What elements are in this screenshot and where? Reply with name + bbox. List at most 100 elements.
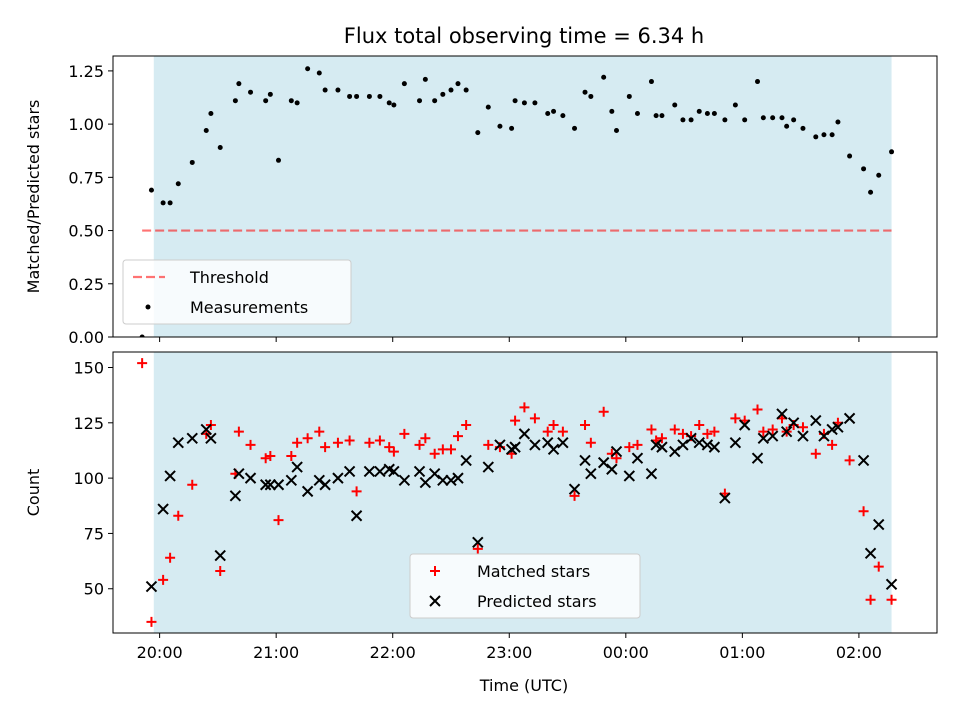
measurement-point: [422, 76, 428, 82]
matched-star-point: [569, 490, 580, 501]
matched-star-point: [452, 431, 463, 442]
predicted-star-point: [214, 549, 226, 562]
measurement-point: [148, 187, 154, 193]
measurement-point: [463, 87, 469, 93]
legend-box: [409, 553, 641, 619]
measurement-point: [572, 125, 578, 131]
axes-frame: [112, 55, 938, 338]
matched-star-point: [364, 437, 375, 448]
matched-star-point: [483, 439, 494, 450]
matched-star-point: [429, 448, 440, 459]
y-tick-label: 75: [84, 524, 104, 543]
measurement-point: [876, 172, 882, 178]
legend: Threshold Measurements: [122, 259, 352, 325]
predicted-star-point: [780, 425, 793, 438]
predicted-star-point: [259, 479, 272, 491]
predicted-star-point: [757, 432, 770, 444]
measurement-point: [391, 102, 397, 108]
predicted-star-point: [145, 580, 158, 593]
predicted-star-point: [291, 461, 303, 473]
predicted-star-point: [585, 467, 597, 480]
predicted-star-point: [776, 408, 788, 420]
measurement-point: [800, 125, 806, 131]
predicted-star-point: [398, 474, 411, 487]
predicted-star-point: [172, 437, 184, 449]
predicted-star-point: [205, 432, 217, 444]
predicted-star-point: [186, 432, 198, 444]
matched-star-point: [374, 435, 385, 446]
y-tick-label: 50: [84, 580, 104, 599]
measurement-point: [648, 79, 654, 85]
predicted-star-point: [685, 432, 697, 444]
predicted-star-point: [350, 510, 363, 522]
predicted-star-point: [885, 578, 898, 591]
predicted-star-point: [452, 472, 464, 484]
measurement-point: [175, 181, 181, 187]
matched-star-point: [611, 453, 622, 464]
predicted-star-point: [374, 465, 386, 478]
predicted-star-point: [701, 439, 714, 451]
matched-star-point: [585, 437, 596, 448]
bottom-panel: 50 75 100 125 150 20:00 21:00 22:00 23:00 00:00 01…: [24, 351, 938, 662]
matched-star-point: [420, 433, 431, 444]
predicted-star-point: [363, 465, 376, 478]
predicted-star-point: [413, 465, 426, 478]
matched-star-point: [694, 420, 705, 431]
matched-star-point: [580, 420, 591, 431]
predicted-star-point: [529, 439, 541, 451]
legend-matched-swatch: [430, 566, 440, 576]
legend-box: [122, 259, 352, 325]
predicted-star-point: [645, 467, 658, 480]
measurement-point: [626, 93, 632, 99]
x-tick-label: 00:00: [603, 643, 649, 662]
matched-star-point: [215, 566, 226, 577]
measurement-point: [722, 117, 728, 123]
predicted-star-point: [623, 470, 636, 482]
x-tick-label: 22:00: [370, 643, 416, 662]
measurement-point: [475, 130, 481, 136]
matched-star-point: [187, 479, 198, 490]
measurement-point: [455, 81, 461, 87]
matched-star-point: [709, 426, 720, 437]
measurement-point: [732, 102, 738, 108]
measurement-point: [189, 159, 195, 165]
measurement-point: [609, 108, 615, 114]
predicted-star-point: [428, 467, 441, 480]
matched-star-point: [260, 453, 271, 464]
matched-star-point: [146, 616, 157, 627]
predicted-star-point: [200, 423, 212, 436]
measurement-point: [868, 189, 874, 195]
y-tick-label: 0.00: [68, 328, 104, 347]
measurement-point: [704, 110, 710, 116]
matched-star-point: [752, 404, 763, 415]
predicted-star-point: [751, 452, 764, 464]
measurement-point: [755, 79, 761, 85]
predicted-star-point: [460, 454, 472, 467]
matched-star-point: [158, 574, 169, 585]
measurement-point: [203, 128, 209, 134]
measurement-point: [512, 98, 518, 104]
measurement-point: [634, 110, 640, 116]
x-axis-label: Time (UTC): [479, 676, 568, 695]
predicted-star-point: [873, 518, 885, 531]
measurement-point: [680, 117, 686, 123]
x-tick-label: 01:00: [719, 643, 765, 662]
matched-star-point: [542, 426, 553, 437]
matched-star-point: [302, 433, 313, 444]
measurement-point: [545, 110, 551, 116]
measurement-point: [696, 108, 702, 114]
measurement-point: [217, 145, 223, 151]
matched-star-point: [332, 437, 343, 448]
predicted-star-point: [285, 474, 298, 487]
predicted-star-point: [343, 465, 356, 478]
predicted-star-point: [797, 430, 809, 442]
measurement-point: [560, 113, 566, 119]
measurement-point: [432, 98, 438, 104]
predicted-star-point: [472, 536, 484, 548]
matched-star-point: [886, 594, 897, 605]
measurement-point: [417, 98, 423, 104]
measurement-point: [347, 93, 353, 99]
predicted-star-point: [229, 490, 242, 502]
measurement-point: [288, 98, 294, 104]
